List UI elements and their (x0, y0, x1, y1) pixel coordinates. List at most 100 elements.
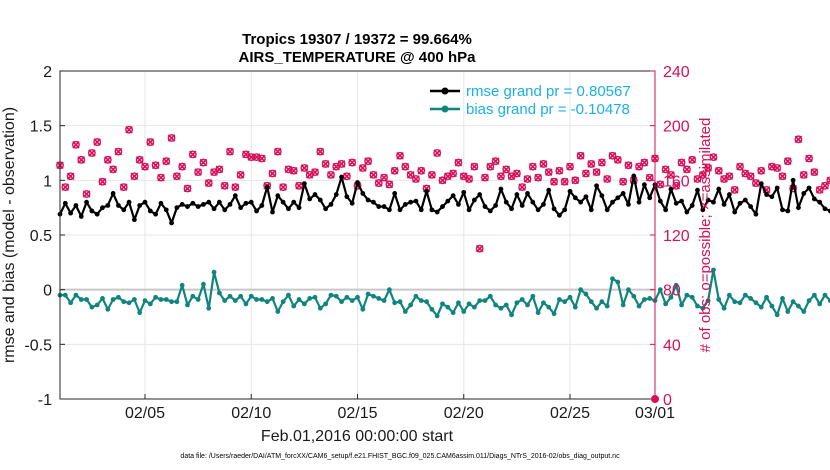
obs-assimilated-point (587, 160, 596, 168)
rmse-point (487, 208, 493, 214)
rmse-point (360, 191, 366, 196)
obs-possible-point (215, 165, 224, 174)
bias-point (137, 310, 143, 316)
obs-possible-point (709, 153, 718, 162)
obs-assimilated-point (661, 165, 670, 174)
obs-possible-point (757, 166, 766, 175)
bias-point (307, 296, 313, 301)
obs-possible-point (77, 155, 86, 164)
bias-point (89, 304, 95, 310)
obs-assimilated-point (220, 182, 229, 190)
obs-possible-point (693, 175, 702, 183)
rmse-point (131, 217, 137, 223)
bias-point (355, 294, 360, 300)
bias-point (796, 303, 801, 309)
rmse-point (185, 204, 190, 209)
obs-possible-point (109, 165, 118, 174)
bias-point (716, 297, 722, 302)
obs-assimilated-point (61, 183, 70, 191)
rmse-point (806, 185, 812, 191)
obs-possible-point (247, 153, 256, 162)
obs-possible-point (746, 172, 755, 181)
obs-possible-point (390, 166, 399, 175)
obs-assimilated-point (550, 177, 558, 186)
rmse-point (429, 207, 435, 213)
legend-bias-label: bias grand pr = -0.10478 (466, 101, 630, 118)
obs-possible-point (172, 172, 181, 181)
obs-possible-point (401, 162, 410, 171)
obs-possible-point (566, 162, 574, 171)
rmse-point (280, 199, 286, 205)
obs-assimilated-point (523, 175, 532, 183)
obs-possible-point (714, 166, 723, 175)
obs-possible-point (300, 164, 309, 172)
rmse-point (365, 197, 371, 203)
rmse-point (822, 206, 828, 212)
obs-assimilated-point (699, 171, 707, 179)
obs-assimilated-point (316, 147, 325, 156)
plot-area (56, 70, 830, 403)
rmse-point (827, 208, 830, 214)
rmse-point (227, 201, 233, 207)
obs-assimilated-point (369, 171, 378, 179)
obs-assimilated-point (481, 173, 489, 182)
bias-point (153, 294, 159, 300)
obs-possible-point (682, 165, 691, 174)
rmse-point (434, 209, 440, 215)
y2-tick-label: 40 (663, 337, 681, 354)
obs-assimilated-point (614, 156, 622, 164)
obs-possible-point (268, 169, 277, 178)
rmse-point (397, 207, 403, 213)
rmse-point (408, 199, 414, 205)
bias-point (333, 293, 339, 299)
obs-assimilated-point (162, 157, 171, 165)
bias-point (748, 296, 754, 301)
rmse-point (211, 206, 217, 212)
bias-point (344, 294, 350, 300)
rmse-point (535, 207, 541, 213)
obs-assimilated-point (534, 173, 542, 182)
obs-possible-point (358, 164, 367, 172)
bias-point (811, 292, 817, 298)
obs-possible-point (114, 147, 123, 156)
obs-possible-point (518, 183, 527, 192)
obs-possible-point (470, 162, 479, 171)
rmse-point (381, 204, 387, 209)
bias-point (190, 293, 196, 299)
obs-assimilated-point (810, 168, 819, 176)
obs-assimilated-point (778, 172, 787, 180)
obs-assimilated-point (518, 183, 526, 191)
obs-assimilated-point (598, 158, 606, 167)
rmse-point (748, 204, 754, 209)
rmse-point (62, 200, 68, 206)
y2-axis: 0 40 80 120 160 200 240 (650, 64, 690, 409)
obs-assimilated-point (364, 157, 372, 165)
obs-possible-point (810, 168, 819, 177)
rmse-point (201, 201, 206, 207)
obs-possible-point (327, 170, 335, 179)
obs-assimilated-point (486, 162, 495, 171)
rmse-point (615, 195, 621, 201)
bias-point (349, 298, 355, 303)
obs-assimilated-point (274, 147, 282, 156)
obs-possible-point (119, 183, 128, 192)
bias-point (254, 297, 259, 302)
rmse-point (711, 199, 716, 205)
obs-possible-point (539, 160, 548, 168)
obs-possible-point (162, 157, 171, 166)
obs-possible-point (151, 161, 160, 170)
bias-point (780, 296, 785, 301)
obs-possible-point (544, 168, 553, 177)
bias-point (296, 297, 302, 302)
bias-point (73, 292, 79, 298)
bias-point (572, 304, 578, 310)
obs-possible-point (773, 164, 782, 172)
bias-point (68, 300, 74, 306)
obs-assimilated-point (794, 135, 803, 144)
obs-possible-point (736, 162, 744, 171)
obs-assimilated-point (667, 171, 675, 179)
bias-point (121, 299, 127, 305)
bias-series-line (60, 268, 830, 318)
bias-point (163, 297, 169, 302)
y2-tick-label: 200 (663, 119, 690, 136)
